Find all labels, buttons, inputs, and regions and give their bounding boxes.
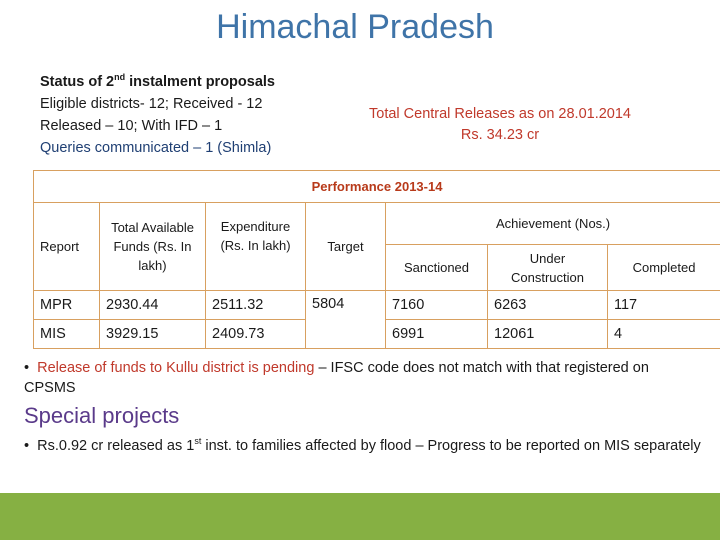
cell-under-construction: 12061	[487, 319, 608, 349]
special-projects-note: • Rs.0.92 cr released as 1st inst. to fa…	[24, 431, 704, 456]
queries-line: Queries communicated – 1 (Shimla)	[40, 139, 272, 156]
header-report: Report	[33, 202, 100, 291]
cell-report: MIS	[33, 319, 100, 349]
header-completed: Completed	[606, 244, 720, 291]
sp-note-pre: Rs.0.92 cr released as 1	[37, 437, 195, 454]
header-achievement: Achievement (Nos.)	[384, 202, 720, 245]
special-projects-heading: Special projects	[24, 403, 180, 428]
table-row: MPR 2930.44 2511.32 5804 7160 6263 117	[33, 290, 720, 349]
cell-sanctioned: 7160	[385, 290, 488, 320]
releases-line2: Rs. 34.23 cr	[460, 127, 540, 143]
header-target: Target	[305, 202, 386, 291]
note-rest-text: – IFSC code does not match with that reg…	[24, 360, 649, 396]
header-expenditure: Expenditure (Rs. In lakh)	[205, 202, 306, 291]
cell-funds: 2930.44	[99, 290, 206, 320]
releases-line1: Total Central Releases as on 28.01.2014	[369, 106, 631, 122]
footer-bar	[0, 493, 720, 540]
status-heading-post: instalment proposals	[125, 73, 275, 90]
bullet-glyph: •	[24, 360, 30, 376]
bullet-glyph: •	[24, 437, 30, 454]
kullu-note: • Release of funds to Kullu district is …	[24, 358, 704, 398]
table-caption: Performance 2013-14	[32, 170, 720, 203]
sp-note-post: inst. to families affected by flood – Pr…	[201, 437, 701, 454]
cell-target: 5804	[305, 290, 386, 349]
status-heading-pre: Status of 2	[40, 73, 115, 90]
status-heading: Status of 2nd instalment proposals	[40, 66, 275, 93]
cell-expenditure: 2409.73	[205, 319, 306, 349]
status-block: Status of 2nd instalment proposals Eligi…	[40, 66, 275, 159]
performance-table: Performance 2013-14 Report Total Availab…	[32, 170, 720, 349]
sp-note-sup: st	[194, 436, 202, 446]
note-red-text: Release of funds to Kullu district is pe…	[37, 360, 315, 376]
header-funds: Total Available Funds (Rs. In lakh)	[99, 202, 206, 291]
cell-completed: 4	[606, 319, 720, 349]
status-heading-sup: nd	[114, 72, 126, 82]
cell-funds: 3929.15	[99, 319, 206, 349]
table-row: MIS 3929.15 2409.73 6991 12061 4	[33, 319, 720, 349]
central-releases: Total Central Releases as on 28.01.2014 …	[330, 104, 670, 146]
cell-sanctioned: 6991	[385, 319, 488, 349]
released-line: Released – 10; With IFD – 1	[40, 117, 223, 134]
eligible-line: Eligible districts- 12; Received - 12	[40, 95, 263, 112]
header-sanctioned: Sanctioned	[385, 244, 488, 291]
cell-under-construction: 6263	[487, 290, 608, 320]
slide-title: Himachal Pradesh	[216, 8, 494, 46]
cell-expenditure: 2511.32	[205, 290, 306, 320]
header-under-construction: Under Construction	[487, 244, 608, 291]
cell-completed: 117	[606, 290, 720, 320]
cell-report: MPR	[33, 290, 100, 320]
